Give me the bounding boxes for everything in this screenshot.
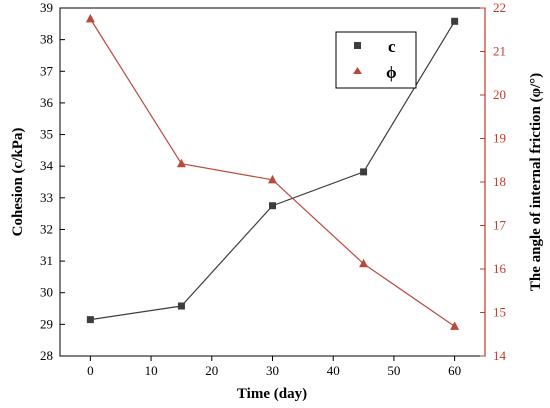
legend-marker-c bbox=[354, 42, 361, 49]
right-y-tick-label: 15 bbox=[493, 305, 506, 320]
right-y-tick-label: 19 bbox=[493, 131, 506, 146]
x-tick-label: 0 bbox=[87, 363, 94, 378]
legend-label-c: c bbox=[388, 37, 396, 56]
legend: c ϕ bbox=[335, 31, 417, 89]
right-y-tick-label: 17 bbox=[493, 218, 507, 233]
right-y-axis-title: The angle of internal friction (φ/°) bbox=[528, 73, 544, 291]
data-point-phi bbox=[450, 321, 460, 330]
data-point-phi bbox=[359, 258, 369, 268]
data-point-c bbox=[360, 168, 368, 176]
x-tick-label: 60 bbox=[448, 363, 461, 378]
legend-marker-phi bbox=[353, 67, 362, 74]
x-tick-label: 20 bbox=[205, 363, 218, 378]
x-axis-ticks: 0 10 20 30 40 50 60 bbox=[87, 356, 461, 378]
data-point-c bbox=[86, 316, 94, 324]
left-y-tick-label: 31 bbox=[40, 253, 53, 268]
data-point-phi bbox=[176, 158, 186, 168]
right-y-tick-label: 16 bbox=[493, 261, 507, 276]
left-y-tick-label: 32 bbox=[40, 221, 53, 236]
series-markers bbox=[85, 13, 460, 330]
right-y-tick-label: 20 bbox=[493, 87, 506, 102]
right-y-tick-label: 21 bbox=[493, 44, 506, 59]
right-y-tick-label: 18 bbox=[493, 174, 506, 189]
x-tick-label: 10 bbox=[145, 363, 158, 378]
x-axis-title: Time (day) bbox=[237, 386, 307, 402]
right-y-tick-label: 22 bbox=[493, 0, 506, 15]
left-y-tick-label: 35 bbox=[40, 127, 53, 142]
x-tick-label: 50 bbox=[387, 363, 400, 378]
left-y-tick-label: 39 bbox=[40, 0, 53, 15]
left-y-axis-title: Cohesion (c/kPa) bbox=[10, 128, 26, 237]
x-tick-label: 40 bbox=[327, 363, 340, 378]
left-y-tick-label: 30 bbox=[40, 285, 53, 300]
left-y-tick-label: 37 bbox=[40, 63, 54, 78]
legend-box bbox=[335, 31, 417, 89]
data-point-c bbox=[177, 302, 185, 310]
left-y-tick-label: 33 bbox=[40, 190, 53, 205]
left-y-tick-label: 38 bbox=[40, 32, 53, 47]
data-point-phi bbox=[85, 13, 95, 23]
left-y-tick-label: 36 bbox=[40, 95, 54, 110]
x-tick-label: 30 bbox=[266, 363, 279, 378]
left-y-tick-label: 28 bbox=[40, 348, 53, 363]
legend-label-phi: ϕ bbox=[386, 63, 397, 82]
data-point-c bbox=[269, 202, 276, 210]
left-y-axis-ticks: 28 29 30 31 32 33 34 35 36 37 38 39 bbox=[40, 0, 65, 363]
data-point-c bbox=[451, 17, 459, 25]
left-y-tick-label: 29 bbox=[40, 316, 53, 331]
left-y-tick-label: 34 bbox=[40, 158, 54, 173]
right-y-tick-label: 14 bbox=[493, 348, 507, 363]
data-point-phi bbox=[268, 174, 277, 184]
right-y-axis-ticks: 14 15 16 17 18 19 20 21 22 bbox=[480, 0, 507, 363]
